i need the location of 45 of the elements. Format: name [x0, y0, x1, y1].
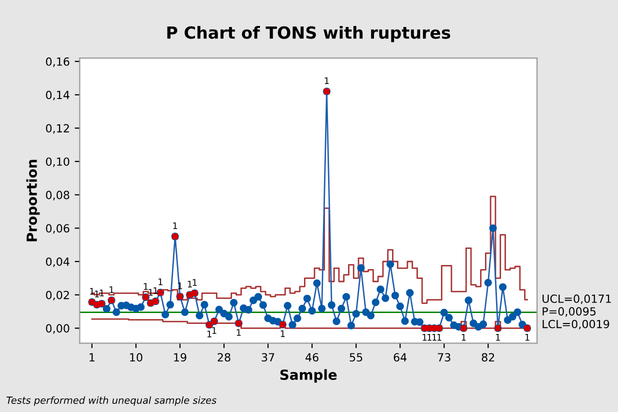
- annotation: 1: [144, 283, 148, 290]
- y-tick-label: 0,00: [46, 324, 70, 334]
- y-axis-title: Proportion: [26, 160, 40, 242]
- annotation: 1: [462, 334, 466, 341]
- annotation: 1: [432, 334, 436, 341]
- x-tick-label: 82: [482, 353, 494, 362]
- y-tick-label: 0,16: [46, 57, 70, 67]
- annotation: 1: [422, 334, 427, 341]
- x-tick-label: 64: [394, 353, 407, 362]
- annotation: 1: [280, 330, 285, 337]
- y-tick-label: 0,06: [46, 224, 70, 234]
- x-tick-label: 73: [438, 353, 450, 362]
- series-label: UCL=0,0171: [542, 294, 611, 304]
- x-axis-title: Sample: [280, 369, 337, 383]
- series-label: LCL=0,0019: [542, 320, 610, 330]
- x-tick-label: 37: [262, 353, 274, 362]
- annotation: 1: [110, 286, 114, 293]
- chart-title: P Chart of TONS with ruptures: [167, 26, 450, 42]
- annotation: 1: [212, 327, 216, 334]
- x-tick-label: 55: [350, 353, 362, 362]
- annotation: 1: [158, 278, 162, 286]
- y-tick-label: 0,10: [46, 157, 70, 167]
- y-tick-label: 0,12: [46, 124, 69, 134]
- text: Tests performed with unequal sample sizes: [6, 396, 216, 406]
- annotation: 1: [525, 334, 530, 341]
- ref-line-label: P=0,0095: [542, 307, 596, 317]
- annotation: 1: [154, 287, 158, 294]
- annotation: 1: [496, 334, 500, 341]
- y-tick-label: 0,02: [46, 290, 69, 300]
- annotation: 1: [324, 77, 329, 84]
- annotation: 1: [173, 222, 178, 230]
- x-tick-label: 1: [90, 353, 94, 362]
- x-tick-label: 28: [218, 353, 230, 362]
- x-tick-label: 19: [174, 353, 186, 362]
- annotation: 1: [188, 280, 192, 288]
- x-tick-label: 46: [306, 353, 318, 362]
- annotation: 1: [192, 279, 197, 286]
- y-tick-label: 0,14: [46, 90, 70, 100]
- y-tick-label: 0,04: [46, 257, 70, 268]
- annotation: 1: [207, 330, 212, 338]
- y-tick-label: 0,08: [46, 190, 70, 200]
- annotation: 1: [437, 334, 442, 341]
- x-tick-label: 10: [130, 353, 142, 362]
- annotation: 1: [428, 334, 432, 341]
- annotation: 1: [236, 329, 241, 336]
